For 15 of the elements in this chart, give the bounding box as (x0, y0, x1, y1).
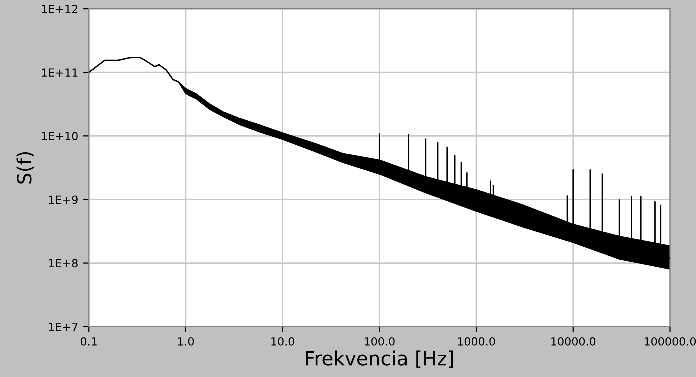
x-tick-label: 100000.0 (644, 337, 696, 346)
y-tick-label: 1E+12 (42, 5, 78, 14)
x-tick-label: 1000.0 (458, 337, 496, 346)
x-tick-label: 10.0 (272, 337, 294, 346)
x-tick-label: 100.0 (364, 337, 395, 346)
x-axis-title: Frekvencia [Hz] (306, 350, 454, 368)
y-tick-label: 1E+8 (49, 259, 78, 268)
x-tick-label: 1.0 (178, 337, 194, 346)
y-tick-label: 1E+11 (42, 68, 78, 77)
y-axis-title: S(f) (16, 152, 34, 184)
y-tick-label: 1E+7 (49, 322, 78, 332)
y-tick-label: 1E+10 (42, 132, 78, 141)
y-tick-label: 1E+9 (49, 196, 78, 204)
x-tick-label: 10000.0 (552, 337, 596, 346)
x-tick-label: 0.1 (80, 337, 97, 346)
